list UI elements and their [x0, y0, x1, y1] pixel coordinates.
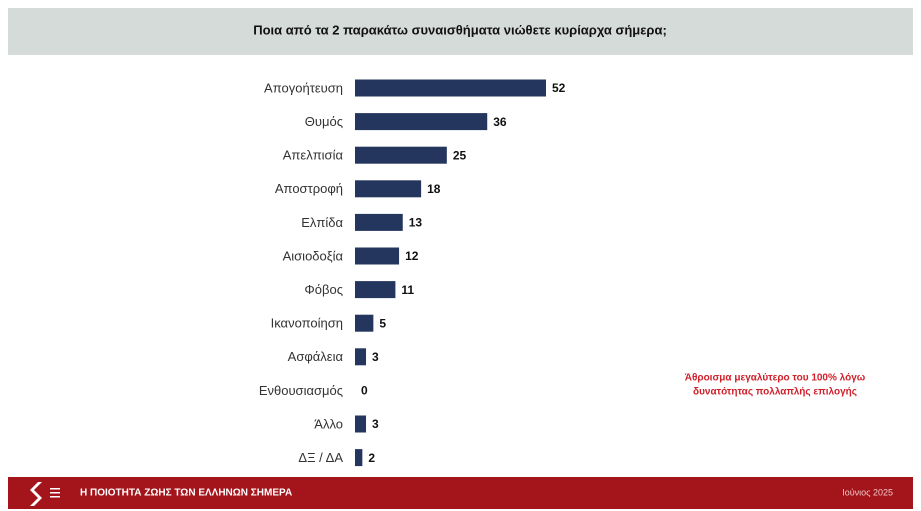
category-label: Αισιοδοξία [283, 248, 344, 263]
bar [355, 180, 422, 198]
value-label: 0 [361, 384, 368, 398]
value-label: 36 [493, 115, 507, 129]
category-label: Απελπισία [283, 148, 344, 163]
category-label: Αποστροφή [275, 181, 343, 196]
bar [355, 79, 546, 97]
category-label: Άλλο [314, 416, 343, 431]
bar [355, 314, 374, 332]
bar [355, 113, 488, 131]
footer-date: Ιούνιος 2025 [842, 487, 893, 497]
value-label: 5 [379, 316, 386, 330]
category-label: Φόβος [304, 282, 343, 297]
value-label: 3 [372, 350, 379, 364]
bar [355, 348, 367, 366]
value-label: 12 [405, 249, 419, 263]
value-label: 52 [552, 81, 566, 95]
logo-lines [50, 488, 60, 498]
value-label: 13 [409, 216, 423, 230]
annotation: Άθροισμα μεγαλύτερο του 100% λόγω [685, 373, 866, 384]
header-band [8, 8, 913, 55]
category-label: Ελπίδα [301, 215, 343, 230]
category-label: Απογοήτευση [264, 80, 343, 95]
category-label: Ενθουσιασμός [259, 383, 343, 398]
footer-band [8, 477, 913, 509]
annotation: δυνατότητας πολλαπλής επιλογής [693, 387, 857, 398]
bar [355, 281, 396, 299]
bar [355, 247, 400, 265]
value-label: 18 [427, 182, 441, 196]
value-label: 11 [401, 283, 414, 297]
value-label: 25 [453, 148, 467, 162]
bar [355, 415, 367, 433]
chart-title: Ποια από τα 2 παρακάτω συναισθήματα νιώθ… [253, 22, 667, 37]
bar [355, 146, 447, 164]
logo [30, 482, 42, 506]
footer-title: Η ΠΟΙΟΤΗΤΑ ΖΩΗΣ ΤΩΝ ΕΛΛΗΝΩΝ ΣΗΜΕΡΑ [80, 488, 292, 499]
value-label: 3 [372, 417, 379, 431]
category-label: ΔΞ / ΔΑ [298, 450, 343, 465]
category-label: Ασφάλεια [288, 349, 344, 364]
category-label: Θυμός [305, 114, 343, 129]
category-label: Ικανοποίηση [271, 316, 343, 331]
bar [355, 449, 363, 467]
value-label: 2 [368, 451, 375, 465]
bar [355, 213, 403, 231]
